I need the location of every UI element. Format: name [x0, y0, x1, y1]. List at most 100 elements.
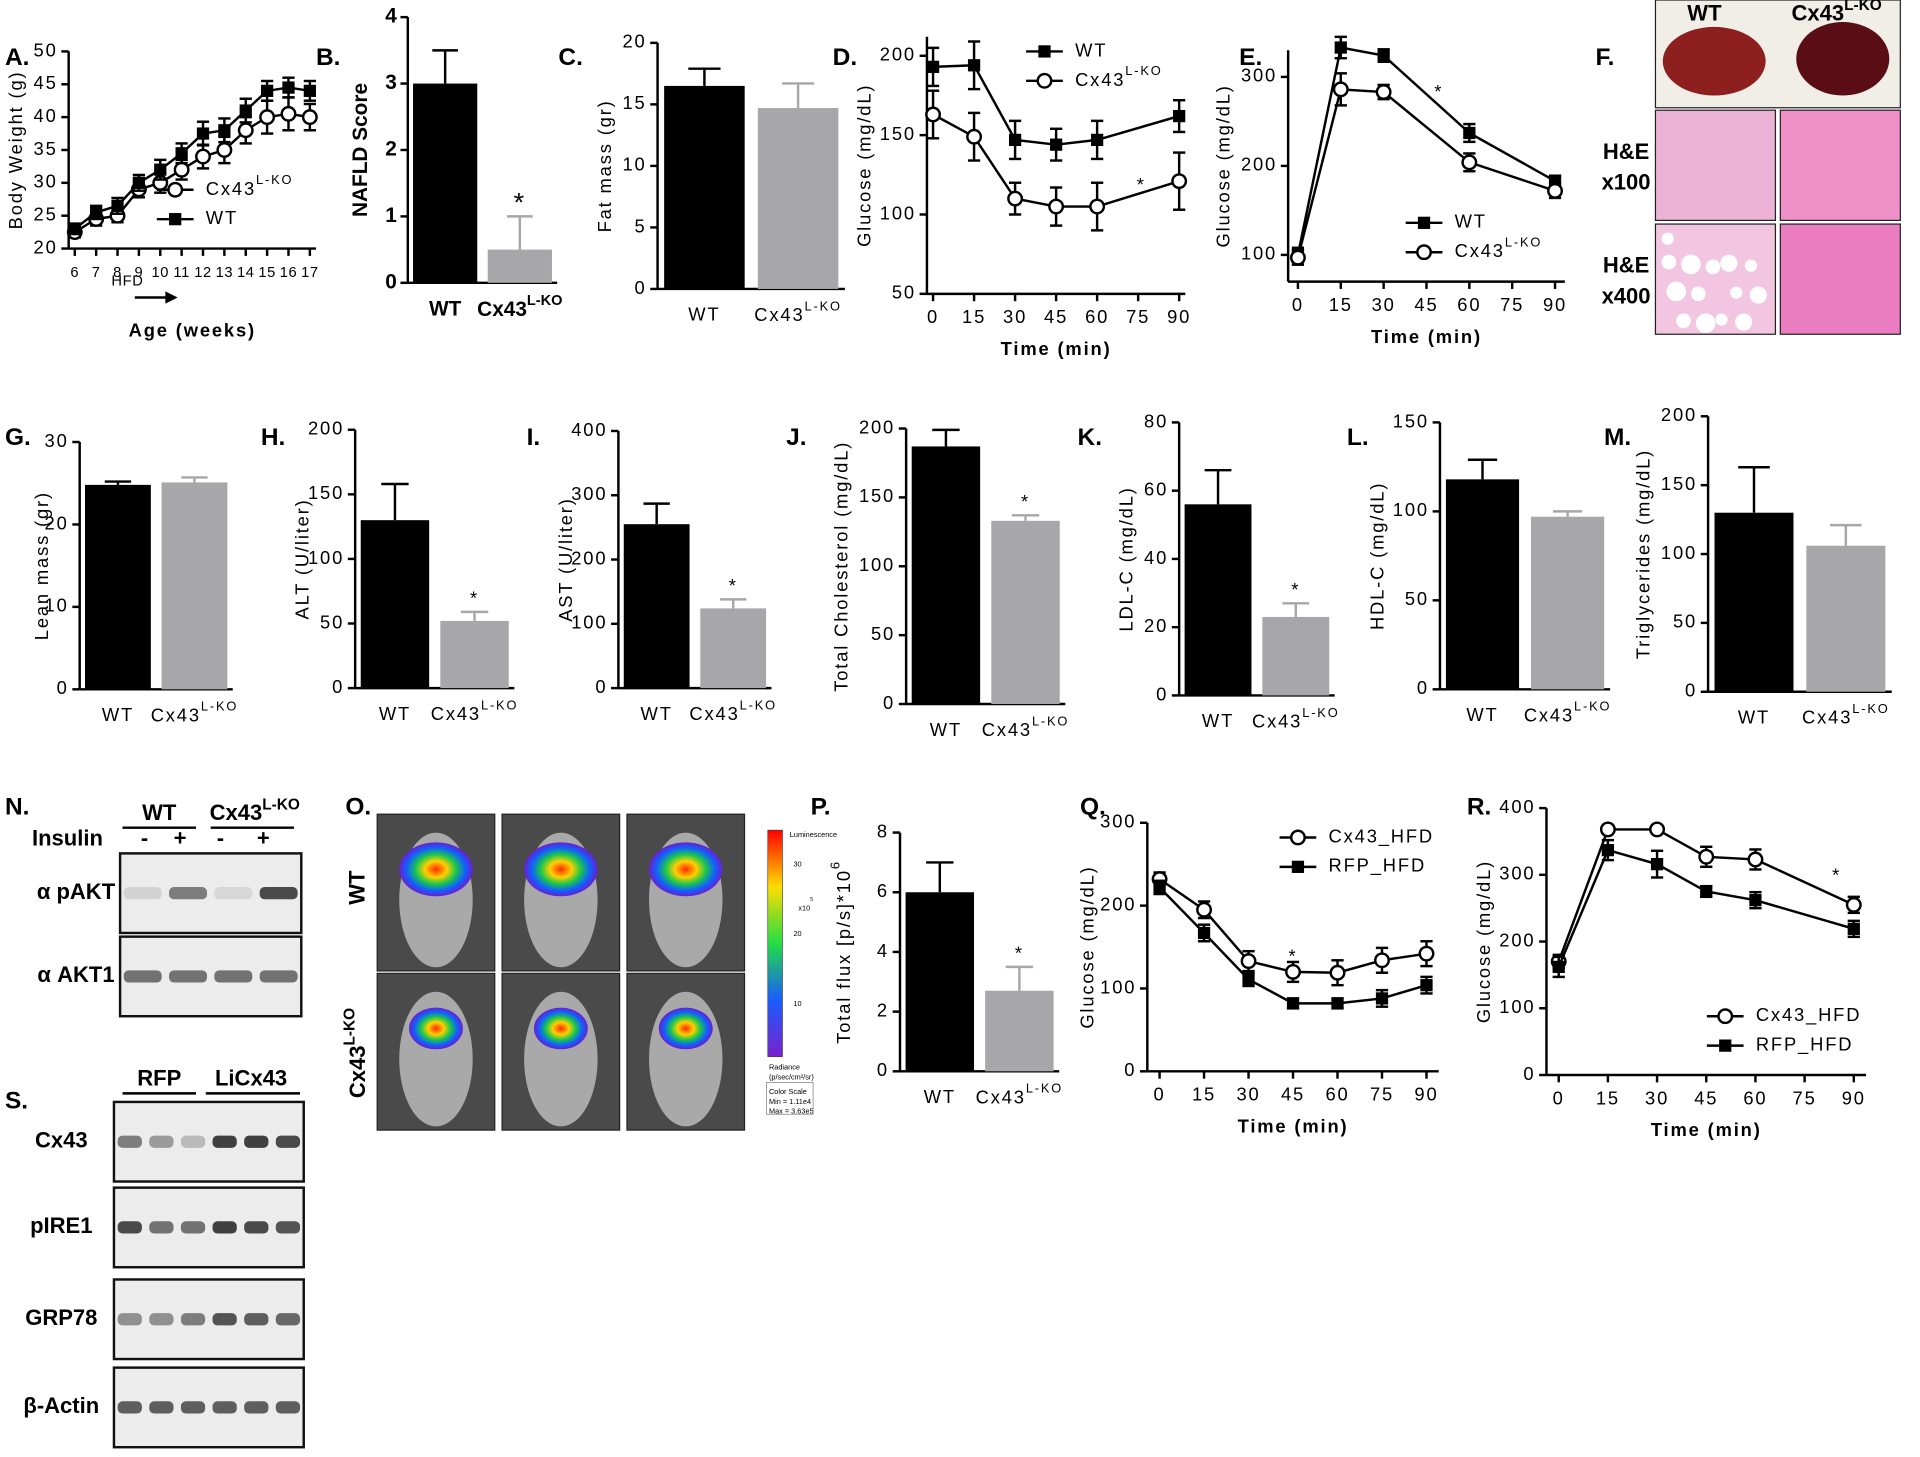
x-tick-label: Cx43L-KO — [1524, 699, 1612, 725]
marker — [239, 104, 252, 117]
marker — [1375, 992, 1389, 1005]
lipid-droplet — [1705, 259, 1721, 275]
y-tick-label: 50 — [871, 623, 895, 644]
y-tick-label: 200 — [571, 547, 607, 568]
y-tick-label: 200 — [1661, 404, 1697, 425]
panel-label: C. — [558, 44, 582, 71]
marker — [1289, 249, 1306, 266]
histology-image — [1779, 109, 1901, 221]
legend-marker — [1289, 829, 1306, 846]
marker — [1048, 198, 1065, 215]
y-tick-label: 30 — [34, 171, 58, 192]
y-axis-label: Total Cholesterol (mg/dL) — [830, 441, 851, 692]
row-label: x400 — [1602, 283, 1651, 308]
x-tick-label: WT — [688, 304, 720, 325]
row-label: GRP78 — [25, 1305, 97, 1330]
x-tick-label: 75 — [1126, 306, 1150, 327]
bar — [757, 108, 839, 289]
marker — [1089, 198, 1106, 215]
marker — [1331, 997, 1344, 1010]
marker — [1091, 133, 1104, 147]
marker — [237, 122, 254, 139]
y-tick-label: 50 — [1673, 611, 1697, 632]
x-tick-label: 60 — [1457, 294, 1481, 315]
marker — [1650, 858, 1664, 871]
x-tick-label: WT — [1202, 710, 1234, 731]
x-tick-label: 12 — [194, 265, 212, 281]
y-tick-label: 8 — [877, 820, 889, 841]
y-axis-label: Fat mass (gr) — [594, 99, 615, 232]
y-tick-label: 150 — [1393, 410, 1429, 431]
x-tick-label: 90 — [1543, 294, 1567, 315]
marker — [303, 84, 316, 97]
marker — [1463, 126, 1476, 140]
x-tick-label: 75 — [1500, 294, 1524, 315]
bar — [700, 608, 767, 689]
y-tick-label: 0 — [595, 676, 607, 697]
y-tick-label: 30 — [45, 430, 69, 451]
y-tick-label: 0 — [1156, 683, 1168, 704]
y-tick-label: 150 — [859, 485, 895, 506]
x-tick-label: WT — [1738, 707, 1770, 728]
legend-label: Cx43_HFD — [1329, 825, 1435, 847]
marker — [1285, 963, 1301, 980]
colorbar-unit-sup: 5 — [810, 897, 813, 903]
y-axis-label: HDL-C (mg/dL) — [1367, 482, 1388, 630]
x-tick-label-main: Cx43 — [1524, 704, 1574, 725]
blot-band — [212, 1221, 237, 1234]
legend-label-main: Cx43 — [206, 178, 256, 199]
x-tick-label-sup: L-KO — [527, 293, 563, 309]
x-tick-label: 8 — [113, 265, 122, 281]
x-tick-label: 11 — [173, 265, 189, 281]
blot-band — [259, 970, 298, 983]
annotation: * — [1137, 174, 1146, 195]
bar — [161, 482, 228, 690]
x-tick-label: WT — [924, 1086, 956, 1107]
lipid-droplet — [1695, 313, 1716, 334]
y-tick-label: 40 — [34, 105, 58, 126]
blot-band — [169, 970, 208, 983]
row-label-main: Cx43 — [345, 1045, 370, 1098]
y-tick-label: 20 — [1144, 615, 1168, 636]
y-tick-label: 400 — [1499, 796, 1535, 817]
y-tick-label: 5 — [634, 215, 646, 236]
panel-label: E. — [1239, 44, 1262, 71]
x-axis-label: Time (min) — [1651, 1119, 1762, 1140]
blot-band — [275, 1135, 301, 1148]
x-tick-label-main: Cx43 — [151, 704, 201, 725]
blot-band — [180, 1313, 206, 1326]
column-label: WT — [1687, 1, 1722, 26]
y-tick-label: 0 — [1685, 680, 1697, 701]
marker — [301, 109, 318, 126]
blot-membrane — [112, 1278, 305, 1361]
y-tick-label: 200 — [1499, 929, 1535, 950]
y-tick-label: 100 — [859, 554, 895, 575]
blot-band — [214, 887, 253, 900]
x-tick-label-main: Cx43 — [754, 304, 804, 325]
row-label: H&E — [1603, 139, 1649, 164]
y-tick-label: 2 — [385, 137, 397, 160]
y-tick-label: 20 — [34, 236, 58, 257]
blot-band — [117, 1135, 142, 1148]
lipid-droplet — [1661, 254, 1677, 270]
y-tick-label: 45 — [34, 72, 58, 93]
blot-band — [149, 1313, 174, 1326]
legend-label: Cx43L-KO — [206, 173, 294, 199]
legend-label-sup: L-KO — [256, 173, 293, 188]
lipid-droplet — [1715, 313, 1728, 326]
annotation: * — [1434, 81, 1443, 102]
legend-label: RFP_HFD — [1756, 1033, 1854, 1055]
y-tick-label: 0 — [1523, 1063, 1535, 1084]
series-line — [1296, 88, 1556, 258]
treatment-label: Insulin — [32, 826, 103, 851]
y-tick-label: 200 — [859, 416, 895, 437]
x-tick-label: WT — [379, 703, 411, 724]
colorbar-note: (p/sec/cm²/sr) — [769, 1072, 814, 1081]
marker — [196, 127, 210, 140]
x-tick-label-sup: L-KO — [1026, 1081, 1063, 1096]
y-tick-label: 60 — [1144, 479, 1168, 500]
x-tick-label-sup: L-KO — [201, 699, 238, 714]
marker — [1649, 821, 1666, 838]
blot-band — [212, 1135, 237, 1148]
histology-image — [1654, 223, 1777, 335]
